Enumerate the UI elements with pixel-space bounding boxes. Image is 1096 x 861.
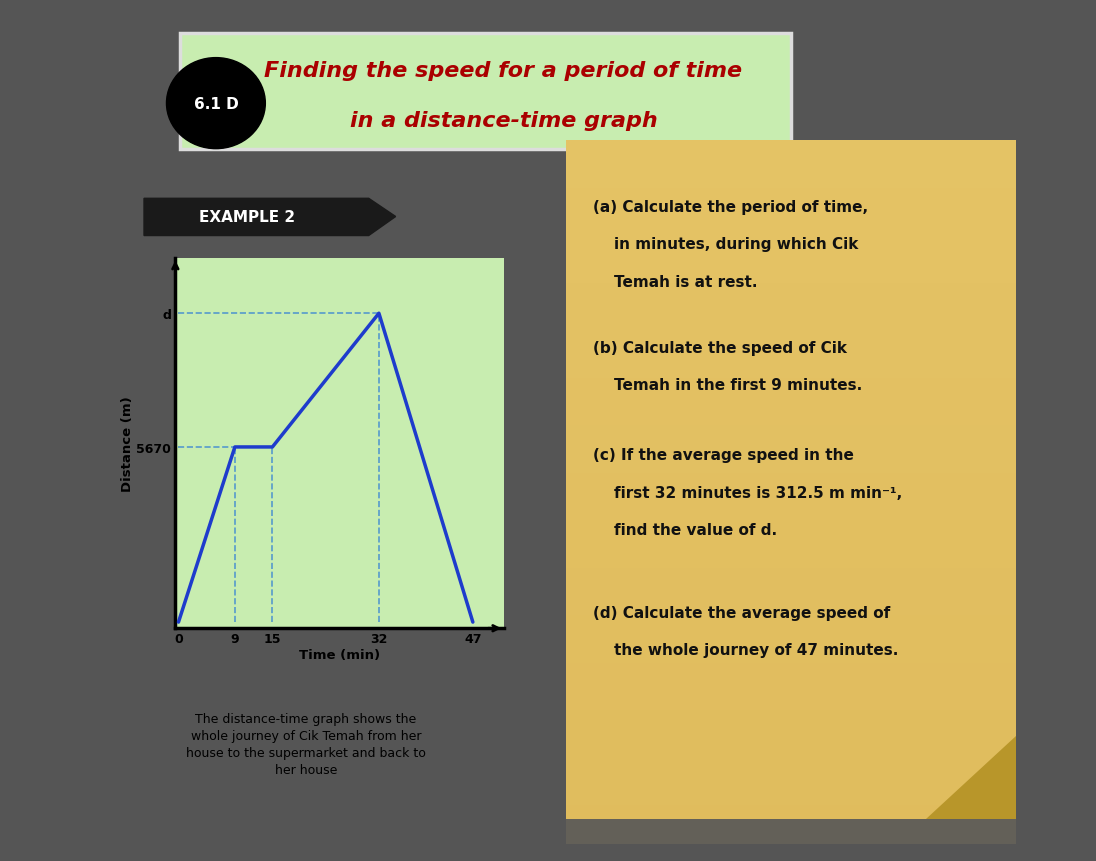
- FancyBboxPatch shape: [567, 758, 1016, 805]
- FancyBboxPatch shape: [567, 616, 1016, 663]
- Text: 6.1 D: 6.1 D: [194, 96, 238, 112]
- FancyBboxPatch shape: [567, 521, 1016, 568]
- Polygon shape: [926, 736, 1016, 819]
- Y-axis label: Distance (m): Distance (m): [121, 395, 134, 492]
- Text: (b) Calculate the speed of Cik: (b) Calculate the speed of Cik: [593, 340, 847, 356]
- FancyBboxPatch shape: [567, 568, 1016, 616]
- Text: the whole journey of 47 minutes.: the whole journey of 47 minutes.: [593, 642, 899, 657]
- FancyBboxPatch shape: [567, 805, 1016, 853]
- FancyBboxPatch shape: [180, 34, 791, 150]
- Text: find the value of d.: find the value of d.: [593, 522, 777, 537]
- Text: (c) If the average speed in the: (c) If the average speed in the: [593, 448, 854, 463]
- FancyBboxPatch shape: [567, 141, 1016, 819]
- Text: Temah in the first 9 minutes.: Temah in the first 9 minutes.: [593, 377, 863, 393]
- Text: in a distance-time graph: in a distance-time graph: [350, 110, 658, 131]
- FancyBboxPatch shape: [567, 853, 1016, 861]
- X-axis label: Time (min): Time (min): [299, 648, 380, 661]
- Text: first 32 minutes is 312.5 m min⁻¹,: first 32 minutes is 312.5 m min⁻¹,: [593, 485, 903, 500]
- FancyBboxPatch shape: [567, 474, 1016, 521]
- FancyBboxPatch shape: [567, 379, 1016, 426]
- FancyBboxPatch shape: [567, 710, 1016, 758]
- Text: EXAMPLE 2: EXAMPLE 2: [199, 210, 296, 225]
- Polygon shape: [144, 199, 396, 236]
- Circle shape: [167, 59, 265, 150]
- FancyBboxPatch shape: [567, 426, 1016, 474]
- Text: in minutes, during which Cik: in minutes, during which Cik: [593, 237, 859, 252]
- FancyBboxPatch shape: [567, 236, 1016, 283]
- FancyBboxPatch shape: [567, 141, 1016, 189]
- Text: Temah is at rest.: Temah is at rest.: [593, 274, 757, 289]
- FancyBboxPatch shape: [567, 283, 1016, 331]
- Text: (a) Calculate the period of time,: (a) Calculate the period of time,: [593, 200, 868, 215]
- FancyBboxPatch shape: [567, 331, 1016, 379]
- FancyBboxPatch shape: [567, 663, 1016, 710]
- Text: (d) Calculate the average speed of: (d) Calculate the average speed of: [593, 604, 891, 620]
- Text: Finding the speed for a period of time: Finding the speed for a period of time: [264, 61, 743, 81]
- Text: The distance-time graph shows the
whole journey of Cik Temah from her
house to t: The distance-time graph shows the whole …: [186, 713, 425, 777]
- FancyBboxPatch shape: [567, 189, 1016, 236]
